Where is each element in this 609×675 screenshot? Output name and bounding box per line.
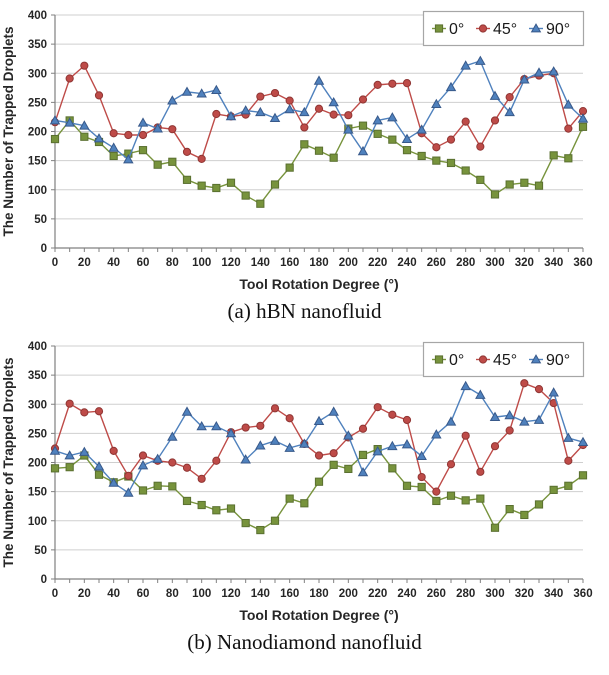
svg-text:220: 220	[368, 257, 387, 269]
svg-text:50: 50	[34, 214, 47, 226]
svg-text:340: 340	[544, 588, 563, 600]
svg-text:360: 360	[573, 588, 592, 600]
svg-text:320: 320	[515, 257, 534, 269]
caption-nanodiamond: (b) Nanodiamond nanofluid	[187, 630, 422, 655]
svg-text:400: 400	[28, 341, 47, 353]
svg-text:200: 200	[339, 257, 358, 269]
svg-text:80: 80	[166, 588, 179, 600]
series-90deg	[49, 55, 589, 164]
svg-text:160: 160	[280, 588, 299, 600]
svg-text:240: 240	[397, 257, 416, 269]
svg-text:150: 150	[28, 156, 47, 168]
svg-text:180: 180	[309, 257, 328, 269]
legend-item-45deg: 45°	[493, 21, 517, 38]
svg-text:40: 40	[107, 257, 120, 269]
y-axis-title: The Number of Trapped Droplets	[1, 358, 16, 568]
svg-text:140: 140	[251, 257, 270, 269]
legend-item-0deg: 0°	[449, 21, 464, 38]
svg-text:300: 300	[485, 588, 504, 600]
svg-text:100: 100	[192, 257, 211, 269]
svg-text:200: 200	[28, 127, 47, 139]
svg-text:250: 250	[28, 428, 47, 440]
svg-text:50: 50	[34, 545, 47, 557]
legend-item-90deg: 90°	[546, 21, 570, 38]
svg-text:20: 20	[78, 588, 91, 600]
svg-text:60: 60	[137, 588, 150, 600]
x-axis-title: Tool Rotation Degree (°)	[239, 276, 398, 292]
legend-item-45deg: 45°	[493, 352, 517, 369]
svg-text:260: 260	[427, 588, 446, 600]
svg-text:20: 20	[78, 257, 91, 269]
svg-text:350: 350	[28, 39, 47, 51]
svg-text:280: 280	[456, 257, 475, 269]
y-axis-title: The Number of Trapped Droplets	[1, 26, 16, 236]
svg-text:100: 100	[192, 588, 211, 600]
x-axis-title: Tool Rotation Degree (°)	[239, 607, 398, 623]
svg-text:0: 0	[41, 243, 47, 255]
series-0deg	[50, 116, 588, 208]
svg-text:300: 300	[28, 68, 47, 80]
svg-text:0: 0	[52, 257, 58, 269]
series-90deg	[49, 380, 589, 497]
y-axis: 0 50 100 150 200 250 300 350 400	[28, 341, 56, 586]
figure-nanodiamond-nanofluid: 0 50 100 150 200 250 300 350 400 0 20 40 60 80 100 120 1…	[0, 331, 609, 662]
svg-text:40: 40	[107, 588, 120, 600]
svg-text:180: 180	[309, 588, 328, 600]
svg-text:140: 140	[251, 588, 270, 600]
figure-hbn-nanofluid: 0 50 100 150 200 250 300 350 400 0 20 40 60 80 100 120 1…	[0, 0, 609, 331]
legend-item-0deg: 0°	[449, 352, 464, 369]
legend-item-90deg: 90°	[546, 352, 570, 369]
chart-nanodiamond-nanofluid: 0 50 100 150 200 250 300 350 400 0 20 40 60 80 100 120 1…	[1, 341, 593, 623]
svg-text:240: 240	[397, 588, 416, 600]
svg-text:100: 100	[28, 185, 47, 197]
svg-text:300: 300	[28, 399, 47, 411]
svg-text:200: 200	[28, 458, 47, 470]
svg-text:400: 400	[28, 10, 47, 22]
svg-text:360: 360	[573, 257, 592, 269]
svg-text:120: 120	[221, 257, 240, 269]
svg-text:220: 220	[368, 588, 387, 600]
svg-text:100: 100	[28, 516, 47, 528]
svg-text:160: 160	[280, 257, 299, 269]
svg-text:280: 280	[456, 588, 475, 600]
svg-text:300: 300	[485, 257, 504, 269]
legend: 0° 45° 90°	[422, 10, 585, 47]
svg-text:260: 260	[427, 257, 446, 269]
caption-hbn: (a) hBN nanofluid	[227, 299, 382, 323]
x-axis: 0 20 40 60 80 100 120 140 160 180 200 220 240 260 280 3…	[52, 578, 593, 600]
svg-text:350: 350	[28, 370, 47, 382]
svg-text:250: 250	[28, 97, 47, 109]
series-0deg	[50, 445, 588, 535]
svg-text:60: 60	[137, 257, 150, 269]
chart-hbn-nanofluid: 0 50 100 150 200 250 300 350 400 0 20 40 60 80 100 120 1…	[1, 10, 593, 292]
svg-text:120: 120	[221, 588, 240, 600]
svg-text:0: 0	[52, 588, 58, 600]
svg-text:80: 80	[166, 257, 179, 269]
svg-text:200: 200	[339, 588, 358, 600]
legend: 0° 45° 90°	[422, 341, 585, 378]
svg-text:0: 0	[41, 574, 47, 586]
x-axis: 0 20 40 60 80 100 120 140 160 180 200 220 240 260 280 3…	[52, 247, 593, 269]
svg-text:320: 320	[515, 588, 534, 600]
y-axis: 0 50 100 150 200 250 300 350 400	[28, 10, 56, 255]
svg-text:340: 340	[544, 257, 563, 269]
svg-text:150: 150	[28, 487, 47, 499]
